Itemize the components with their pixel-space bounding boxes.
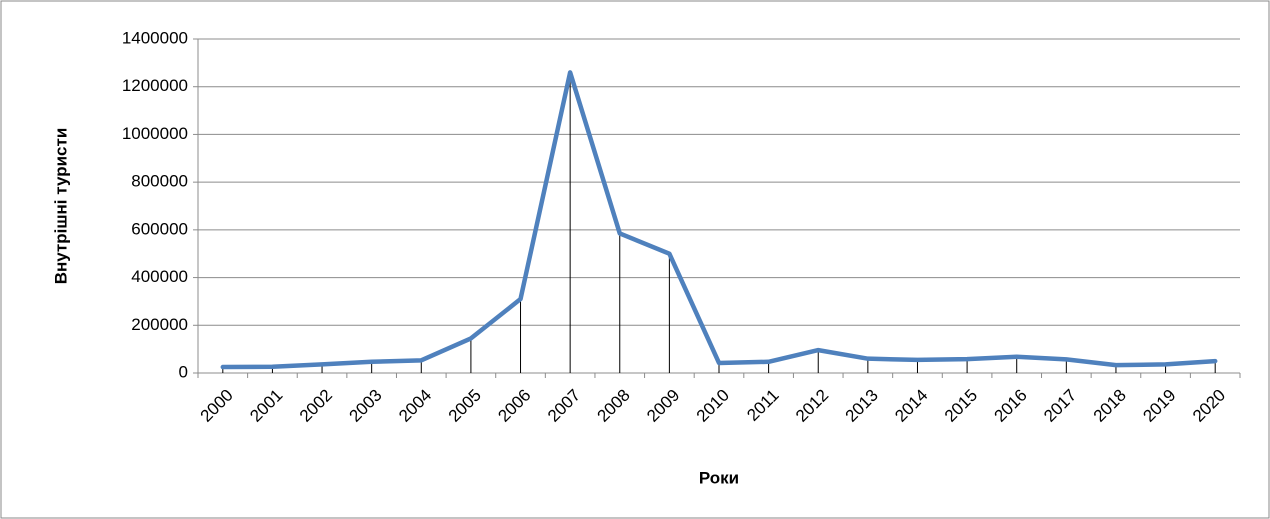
series-line [220, 70, 1218, 370]
x-axis-title: Роки [699, 468, 739, 487]
y-tick-label: 1200000 [122, 76, 188, 95]
y-tick-label: 400000 [131, 267, 188, 286]
y-tick-label: 800000 [131, 172, 188, 191]
y-axis-title: Внутрішні туристи [51, 128, 70, 285]
y-tick-label: 1400000 [122, 28, 188, 47]
y-tick-label: 1000000 [122, 124, 188, 143]
y-tick-label: 600000 [131, 219, 188, 238]
y-tick-label: 200000 [131, 315, 188, 334]
y-tick-label: 0 [179, 362, 188, 381]
